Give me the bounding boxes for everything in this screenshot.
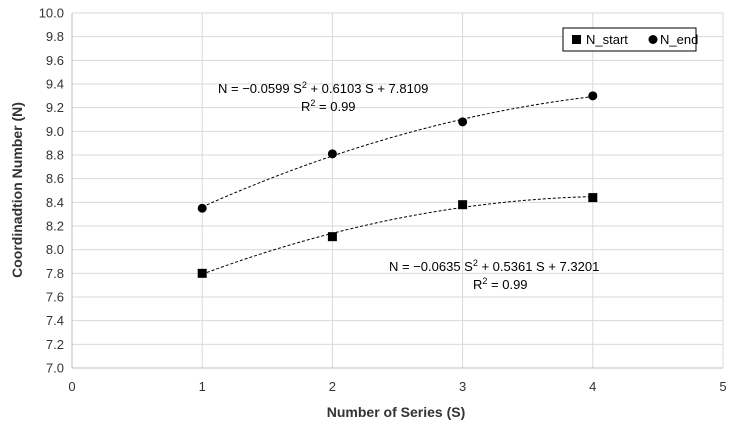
x-tick-label: 1 bbox=[199, 379, 206, 394]
point-n-start bbox=[588, 193, 598, 203]
x-axis-title: Number of Series (S) bbox=[327, 404, 465, 420]
y-tick-label: 7.2 bbox=[46, 337, 64, 352]
grid-lines bbox=[72, 12, 724, 368]
legend-box bbox=[562, 27, 697, 52]
y-axis-title: Coordinadtion Number (N) bbox=[9, 102, 25, 278]
y-tick-label: 8.2 bbox=[46, 219, 64, 234]
x-tick-label: 3 bbox=[459, 379, 466, 394]
annotation-n-start-equation: N = −0.0635 S2 + 0.5361 S + 7.3201 bbox=[389, 258, 599, 274]
y-tick-label: 7.6 bbox=[46, 290, 64, 305]
y-tick-label: 8.4 bbox=[46, 195, 64, 210]
point-n-start bbox=[197, 268, 207, 278]
trendlines bbox=[201, 96, 593, 275]
legend-label-n-start: N_start bbox=[586, 32, 628, 47]
data-points bbox=[197, 91, 598, 278]
annotation-n-start: N = −0.0635 S2 + 0.5361 S + 7.3201 R2 = … bbox=[389, 258, 599, 292]
y-tick-label: 7.8 bbox=[46, 266, 64, 281]
trendline-n-end bbox=[201, 96, 593, 208]
annotation-n-end-r2: R2 = 0.99 bbox=[301, 98, 356, 114]
tick-labels: 7.0 7.2 7.4 7.6 7.8 8.0 8.2 8.4 8.6 8.8 9.0 9.2 9.4 9… bbox=[39, 6, 727, 395]
x-tick-label: 5 bbox=[719, 379, 726, 394]
point-n-start bbox=[458, 200, 468, 210]
point-n-end bbox=[588, 91, 598, 101]
legend-marker-n-start bbox=[572, 35, 581, 44]
y-tick-label: 9.0 bbox=[46, 124, 64, 139]
axes bbox=[71, 13, 723, 369]
legend: N_start N_end bbox=[562, 27, 698, 52]
y-tick-label: 7.4 bbox=[46, 313, 64, 328]
point-n-end bbox=[327, 149, 337, 159]
y-tick-label: 8.0 bbox=[46, 242, 64, 257]
y-tick-label: 10.0 bbox=[39, 6, 64, 21]
point-n-start bbox=[327, 232, 337, 242]
y-tick-label: 9.2 bbox=[46, 100, 64, 115]
y-tick-label: 8.6 bbox=[46, 171, 64, 186]
annotation-n-end: N = −0.0599 S2 + 0.6103 S + 7.8109 R2 = … bbox=[218, 80, 428, 114]
legend-marker-n-end bbox=[648, 35, 658, 44]
x-tick-label: 0 bbox=[68, 379, 75, 394]
x-tick-label: 2 bbox=[329, 379, 336, 394]
x-tick-label: 4 bbox=[589, 379, 596, 394]
y-tick-label: 9.4 bbox=[46, 77, 64, 92]
y-tick-label: 9.6 bbox=[46, 53, 64, 68]
y-tick-label: 7.0 bbox=[46, 361, 64, 376]
annotation-n-end-equation: N = −0.0599 S2 + 0.6103 S + 7.8109 bbox=[218, 80, 428, 96]
y-tick-label: 9.8 bbox=[46, 29, 64, 44]
y-tick-label: 8.8 bbox=[46, 148, 64, 163]
annotation-n-start-r2: R2 = 0.99 bbox=[473, 276, 528, 292]
point-n-end bbox=[458, 117, 468, 127]
legend-label-n-end: N_end bbox=[660, 32, 698, 47]
point-n-end bbox=[197, 203, 207, 213]
